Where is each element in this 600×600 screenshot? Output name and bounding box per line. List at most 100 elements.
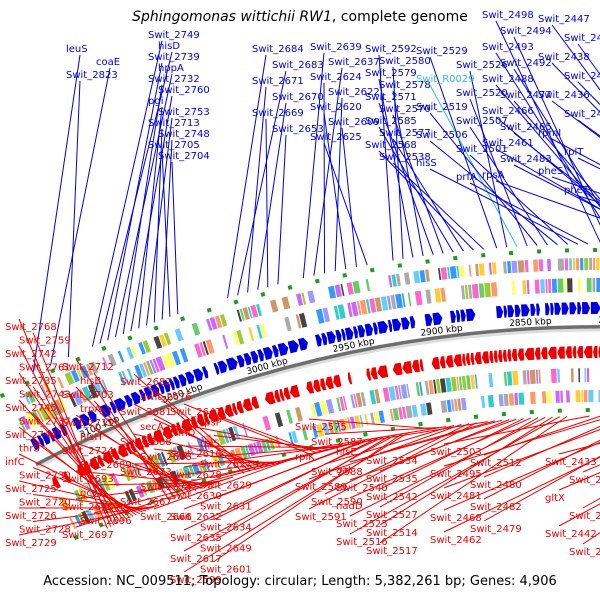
gene-arrow [157, 382, 165, 395]
length-label: Length: [321, 574, 371, 589]
gene-arrow [321, 332, 328, 346]
gene-label: prfA [456, 172, 477, 183]
cog-feature [386, 295, 392, 310]
gene-arrow [460, 309, 466, 322]
cog-feature [478, 283, 485, 298]
cog-feature [197, 461, 204, 474]
gene-arrow [90, 457, 101, 471]
gene-leader-line [138, 106, 163, 329]
gene-arrow [347, 372, 353, 385]
cog-feature [503, 371, 508, 386]
gene-label: thrS [19, 444, 40, 455]
cog-feature [461, 397, 467, 411]
gene-label: Swit_2666 [140, 512, 192, 523]
cog-feature [522, 280, 527, 295]
gene-label: Swit_2433 [545, 457, 597, 468]
gene-arrow [178, 374, 187, 387]
cog-feature [388, 275, 393, 288]
gene-label: rpsA [482, 170, 505, 181]
cog-feature [50, 401, 59, 416]
cog-feature [576, 258, 580, 271]
gene-arrow [545, 303, 550, 316]
gene-label: Swit_2440 [564, 33, 600, 44]
cog-feature [146, 360, 154, 375]
gene-label: Swit_2526 [456, 60, 508, 71]
cog-feature [356, 301, 362, 316]
gene-arrow [517, 348, 525, 361]
gene-arrow [569, 302, 577, 315]
gene-leader-line [429, 168, 579, 245]
gene-arrow [203, 412, 211, 425]
cog-feature [551, 278, 558, 293]
gene-leader-line [495, 84, 600, 208]
gene-leader-line [313, 67, 343, 276]
cog-feature [557, 368, 560, 383]
cog-feature [435, 379, 441, 394]
gene-leader-line [323, 112, 347, 270]
gene-leader-line [75, 414, 192, 493]
cog-feature [369, 298, 377, 313]
gene-label: Swit_2630 [170, 491, 222, 502]
gene-arrow [353, 326, 358, 339]
cog-feature [478, 263, 485, 276]
cog-feature [139, 363, 148, 378]
gene-arrow [493, 350, 498, 363]
gene-label: Swit_2585 [365, 116, 417, 127]
gene-label: Swit_2624 [310, 72, 362, 83]
gene-leader-line [513, 132, 600, 202]
cog-feature [508, 393, 515, 406]
cog-feature [419, 270, 426, 283]
cog-feature [262, 415, 272, 431]
gene-label: Swit_R0029 [416, 74, 475, 85]
cog-feature [314, 401, 323, 417]
cog-feature [564, 258, 569, 271]
cog-feature [395, 293, 403, 309]
cog-feature [196, 437, 205, 453]
gene-label: Swit_2627 [200, 460, 252, 471]
cog-feature [205, 339, 215, 354]
cog-feature [256, 324, 263, 339]
gene-leader-line [429, 140, 558, 246]
cog-feature [248, 327, 255, 342]
cog-feature [274, 412, 284, 428]
cog-feature [56, 376, 65, 389]
cog-feature [413, 270, 421, 284]
gene-label: Swit_2481 [430, 491, 482, 502]
cog-feature [236, 329, 245, 345]
cog-feature [161, 354, 171, 370]
cog-feature [295, 406, 303, 422]
gene-arrow [171, 423, 179, 437]
gene-leader-line [379, 416, 553, 526]
gene-arrow [236, 354, 245, 368]
cog-feature [209, 317, 218, 330]
gene-leader-line [161, 139, 173, 320]
cog-feature [344, 418, 349, 431]
gene-arrow [548, 346, 557, 359]
gene-label: Swit_2609 [328, 117, 380, 128]
cog-feature [26, 390, 36, 404]
cog-feature [440, 267, 448, 280]
cog-feature [234, 447, 244, 461]
gene-label: Swit_2590 [311, 497, 363, 508]
cog-feature [524, 260, 529, 273]
gene-arrow [536, 303, 540, 316]
gene-arrow [138, 389, 146, 402]
cog-feature [182, 465, 192, 479]
gene-leader-line [551, 100, 600, 138]
cog-feature [503, 261, 507, 274]
gene-arrow [583, 346, 593, 359]
cog-feature [20, 415, 31, 431]
forward-cog-track-2 [23, 258, 600, 405]
gene-arrow [335, 329, 342, 343]
cog-feature [347, 302, 353, 318]
cog-feature [142, 340, 151, 353]
gene-leader-line [122, 84, 163, 335]
gene-label: Swit_2625 [310, 132, 362, 143]
cog-feature [334, 284, 342, 298]
gene-label: Swit_2629 [200, 481, 252, 492]
gene-leader-line [18, 399, 128, 520]
gene-label: Swit_2492 [500, 58, 552, 69]
organism-name: Sphingomonas wittichii RW1 [132, 9, 332, 25]
gene-label: Swit_2577 [379, 128, 431, 139]
gene-leader-line [213, 442, 353, 478]
